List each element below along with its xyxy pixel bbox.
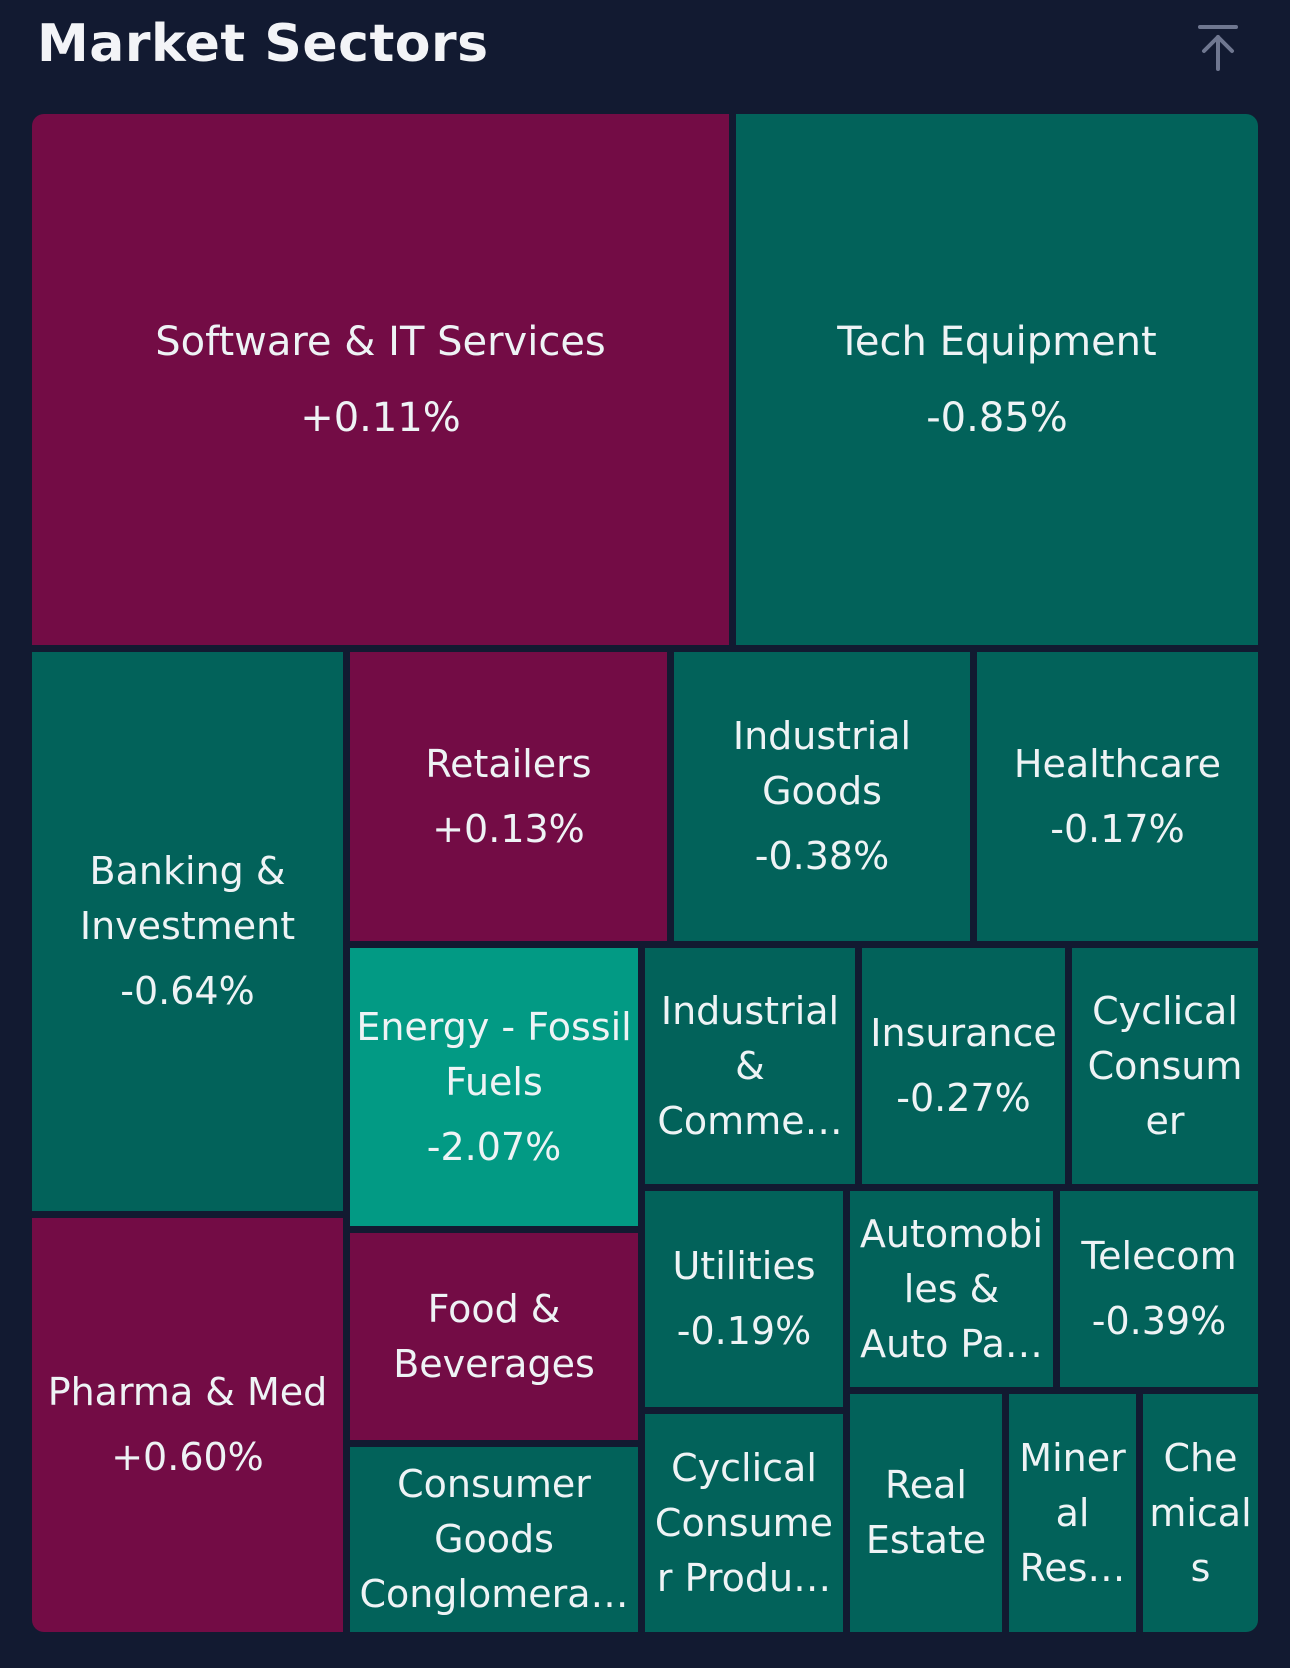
sector-name: Real Estate [865, 1463, 987, 1562]
sector-change: +0.11% [300, 394, 461, 441]
sector-change: -0.27% [896, 1076, 1031, 1120]
treemap-cell[interactable]: Food & Beverages [350, 1233, 638, 1440]
sector-name: Tech Equipment [837, 318, 1157, 365]
sector-change: -2.07% [426, 1124, 562, 1169]
treemap-cell[interactable]: Banking & Investment -0.64% [32, 652, 343, 1211]
sector-change: +0.60% [111, 1435, 264, 1479]
sector-name: Cyclical Consum er [1087, 988, 1243, 1143]
treemap-cell[interactable]: Pharma & Med +0.60% [32, 1218, 343, 1632]
treemap-cell[interactable]: Industrial Goods -0.38% [674, 652, 970, 941]
sector-change: -0.85% [926, 394, 1068, 441]
treemap-cell[interactable]: Software & IT Services +0.11% [32, 114, 729, 645]
sector-name: Food & Beverages [393, 1286, 595, 1386]
sector-name: Software & IT Services [155, 318, 606, 365]
sector-name: Che mical s [1149, 1435, 1252, 1590]
page-title: Market Sectors [37, 14, 489, 74]
sector-name: Automobi les & Auto Pa… [859, 1211, 1044, 1366]
treemap-cell[interactable]: Real Estate [850, 1394, 1002, 1632]
sector-change: +0.13% [432, 806, 585, 851]
treemap-cell[interactable]: Che mical s [1143, 1394, 1258, 1632]
treemap-cell[interactable]: Cyclical Consume r Produ… [645, 1414, 843, 1632]
sector-change: -0.17% [1050, 806, 1185, 851]
treemap-cell[interactable]: Consumer Goods Conglomera… [350, 1447, 638, 1632]
sector-name: Energy - Fossil Fuels [356, 1004, 632, 1104]
treemap-cell[interactable]: Utilities -0.19% [645, 1191, 843, 1407]
sector-change: -0.39% [1091, 1299, 1227, 1343]
sector-treemap: Software & IT Services +0.11% Tech Equipme… [32, 114, 1258, 1632]
treemap-cell[interactable]: Industrial & Comme… [645, 948, 855, 1184]
sector-name: Consumer Goods Conglomera… [359, 1462, 629, 1616]
sector-name: Utilities [672, 1244, 816, 1288]
sector-name: Cyclical Consume r Produ… [654, 1445, 834, 1600]
sector-change: -0.64% [120, 969, 255, 1013]
treemap-cell[interactable]: Automobi les & Auto Pa… [850, 1191, 1053, 1387]
sector-name: Telecom [1081, 1234, 1237, 1278]
scroll-to-top-button[interactable] [1188, 18, 1248, 78]
treemap-cell[interactable]: Energy - Fossil Fuels -2.07% [350, 948, 638, 1226]
sector-change: -0.38% [754, 834, 890, 878]
treemap-cell[interactable]: Retailers +0.13% [350, 652, 667, 941]
treemap-cell[interactable]: Tech Equipment -0.85% [736, 114, 1258, 645]
sector-change: -0.19% [676, 1309, 812, 1353]
sector-name: Industrial & Comme… [657, 988, 843, 1143]
treemap-cell[interactable]: Telecom -0.39% [1060, 1191, 1258, 1387]
sector-name: Industrial Goods [732, 714, 912, 813]
treemap-cell[interactable]: Insurance -0.27% [862, 948, 1065, 1184]
treemap-cell[interactable]: Healthcare -0.17% [977, 652, 1258, 941]
sector-name: Pharma & Med [47, 1370, 328, 1414]
sector-name: Banking & Investment [79, 849, 296, 948]
sector-name: Miner al Res… [1019, 1435, 1126, 1590]
treemap-cell[interactable]: Miner al Res… [1009, 1394, 1136, 1632]
sector-name: Insurance [870, 1011, 1057, 1055]
arrow-up-to-top-icon [1198, 25, 1238, 71]
sector-name: Retailers [425, 741, 592, 786]
treemap-cell[interactable]: Cyclical Consum er [1072, 948, 1258, 1184]
sector-name: Healthcare [1013, 741, 1222, 786]
